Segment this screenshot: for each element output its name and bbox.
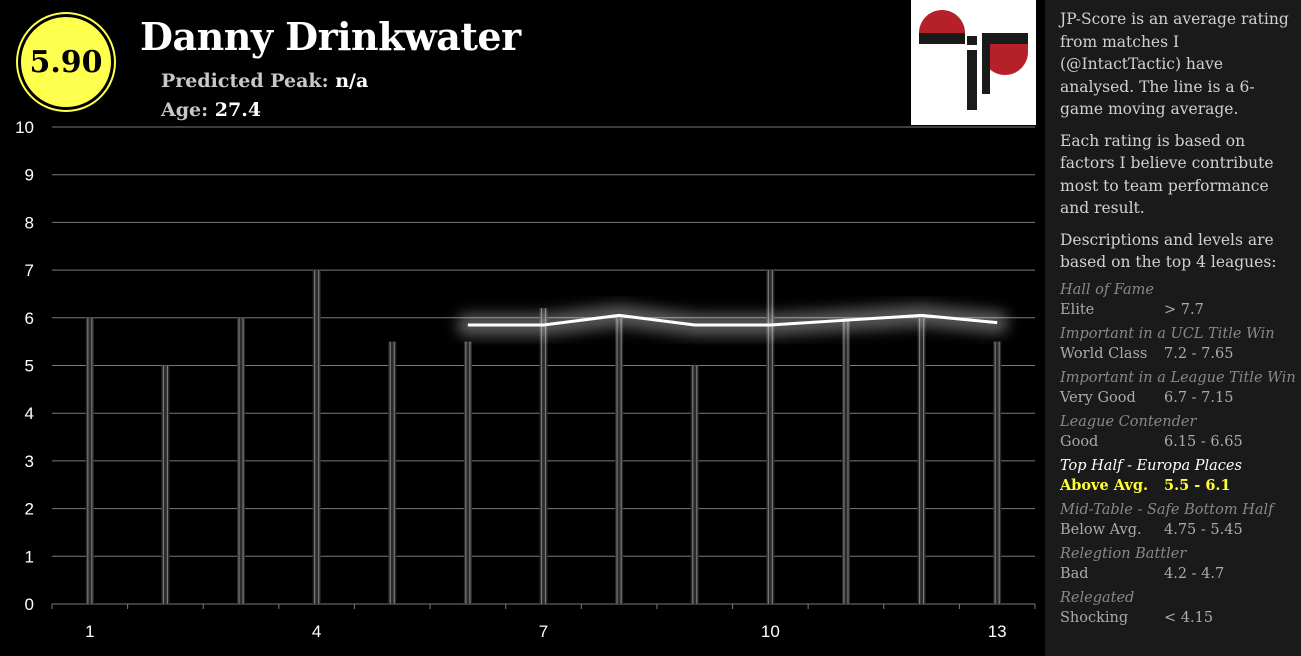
age: Age: 27.4 [161, 99, 261, 121]
rating-bar [161, 365, 170, 604]
level-title: Top Half - Europa Places [1060, 457, 1242, 474]
x-tick-label: 10 [761, 622, 780, 641]
level-name: Elite [1060, 301, 1095, 318]
rating-bar [463, 341, 472, 604]
rating-bar [85, 317, 94, 604]
level-title: Important in a UCL Title Win [1060, 325, 1275, 342]
level-title: Hall of Fame [1060, 281, 1154, 298]
rating-bar [841, 317, 850, 604]
level-range: 7.2 - 7.65 [1164, 345, 1234, 362]
level-item: Important in a League Title Win Very Good… [1060, 368, 1296, 408]
y-tick-label: 1 [25, 547, 34, 566]
levels-list: Hall of Fame Elite > 7.7 Important in a UCL… [1060, 280, 1296, 628]
logo-graphic [919, 10, 1028, 110]
level-item: Mid-Table - Safe Bottom Half Below Avg. 4.… [1060, 500, 1291, 540]
logo [911, 0, 1036, 125]
level-name: Good [1060, 433, 1099, 450]
level-item: Relegtion Battler Bad 4.2 - 4.7 [1060, 544, 1291, 584]
level-item: League Contender Good 6.15 - 6.65 [1060, 412, 1291, 452]
description-text: JP-Score is an average rating from match… [1060, 10, 1289, 118]
rating-bar [993, 341, 1002, 604]
level-name: Very Good [1060, 389, 1136, 406]
y-tick-label: 6 [25, 309, 34, 328]
age-label: Age: [161, 99, 209, 121]
level-range: 4.2 - 4.7 [1164, 565, 1225, 582]
y-tick-label: 2 [25, 500, 34, 519]
level-range: 5.5 - 6.1 [1164, 476, 1231, 494]
y-tick-label: 9 [25, 166, 34, 185]
rating-bar [539, 308, 548, 604]
moving-average-line [467, 313, 998, 327]
rating-basis-text: Each rating is based on factors I believ… [1060, 131, 1274, 218]
y-tick-label: 8 [25, 213, 34, 232]
level-name: Below Avg. [1060, 521, 1142, 538]
rating-bar [237, 317, 246, 604]
predicted-peak: Predicted Peak: n/a [161, 70, 368, 92]
level-title: Relegtion Battler [1060, 545, 1187, 562]
x-tick-label: 4 [312, 622, 321, 641]
score-value: 5.90 [29, 44, 103, 80]
peak-label: Predicted Peak: [161, 70, 329, 92]
level-name: Bad [1060, 565, 1089, 582]
y-tick-label: 3 [25, 452, 34, 471]
rating-bar [388, 341, 397, 604]
x-tick-label: 13 [988, 622, 1007, 641]
y-tick-label: 7 [25, 261, 34, 280]
age-value: 27.4 [214, 99, 262, 121]
rating-bar [615, 317, 624, 604]
rating-bar [917, 317, 926, 604]
level-title: Relegated [1060, 589, 1135, 606]
level-title: Important in a League Title Win [1060, 369, 1296, 386]
level-name: World Class [1060, 345, 1148, 362]
x-tick-label: 7 [539, 622, 548, 641]
rating-bar [312, 270, 321, 604]
x-tick-label: 1 [85, 622, 94, 641]
level-item: Top Half - Europa Places Above Avg. 5.5 - … [1060, 456, 1291, 496]
level-range: 6.15 - 6.65 [1164, 433, 1243, 450]
rating-bar [690, 365, 699, 604]
y-tick-label: 0 [25, 595, 34, 614]
level-name: Shocking [1060, 609, 1129, 626]
level-item: Important in a UCL Title Win World Class 7… [1060, 324, 1291, 364]
level-range: 4.75 - 5.45 [1164, 521, 1243, 538]
player-name: Danny Drinkwater [140, 14, 521, 59]
y-tick-label: 10 [15, 118, 34, 137]
y-tick-label: 4 [25, 404, 34, 423]
level-range: > 7.7 [1164, 301, 1204, 318]
legend-panel: JP-Score is an average rating from match… [1045, 0, 1301, 656]
level-item: Relegated Shocking < 4.15 [1060, 588, 1291, 628]
level-range: < 4.15 [1164, 609, 1214, 626]
score-badge: 5.90 [18, 14, 114, 110]
peak-value: n/a [335, 70, 369, 92]
levels-intro-text: Descriptions and levels are based on the… [1060, 230, 1277, 272]
level-item: Hall of Fame Elite > 7.7 [1060, 280, 1291, 320]
level-title: Mid-Table - Safe Bottom Half [1060, 501, 1274, 518]
level-title: League Contender [1060, 413, 1197, 430]
y-tick-label: 5 [25, 357, 34, 376]
level-range: 6.7 - 7.15 [1164, 389, 1234, 406]
level-name: Above Avg. [1060, 476, 1149, 494]
rating-bar [766, 270, 775, 604]
rating-chart: 0 1 2 3 4 5 6 7 8 9 10 1 4 7 10 13 [15, 118, 1036, 641]
